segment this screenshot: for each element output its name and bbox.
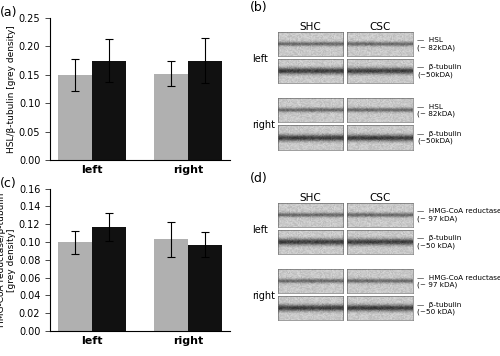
Text: —  HMG-CoA reductase
(~ 97 kDA): — HMG-CoA reductase (~ 97 kDA) (417, 274, 500, 288)
Text: SHC: SHC (300, 22, 321, 32)
Text: left: left (252, 225, 268, 235)
Y-axis label: HSL/β-tubulin [grey density]: HSL/β-tubulin [grey density] (7, 25, 16, 153)
Text: —  β-tubulin
(~50kDA): — β-tubulin (~50kDA) (417, 64, 462, 78)
Bar (58, 242, 92, 331)
Bar (92, 61, 126, 160)
Text: right: right (252, 120, 275, 130)
Text: SHC: SHC (300, 193, 321, 203)
Text: —  HSL
(~ 82kDA): — HSL (~ 82kDA) (417, 37, 455, 51)
Bar (58, 75, 92, 160)
Bar (188, 245, 222, 331)
Text: right: right (252, 291, 275, 301)
Y-axis label: HMG-CoA reductase/β-tubulin
[grey density]: HMG-CoA reductase/β-tubulin [grey densit… (0, 193, 16, 327)
Text: (c): (c) (0, 177, 16, 190)
Text: CSC: CSC (370, 22, 391, 32)
Bar (154, 239, 188, 331)
Text: —  β-tubulin
(~50 kDA): — β-tubulin (~50 kDA) (417, 302, 462, 315)
Bar (188, 61, 222, 160)
Bar (92, 227, 126, 331)
Text: CSC: CSC (370, 193, 391, 203)
Text: (d): (d) (250, 172, 268, 185)
Text: —  β-tubulin
(~50kDA): — β-tubulin (~50kDA) (417, 131, 462, 144)
Text: (a): (a) (0, 6, 17, 20)
Text: —  HMG-CoA reductase
(~ 97 kDA): — HMG-CoA reductase (~ 97 kDA) (417, 208, 500, 222)
Text: left: left (252, 54, 268, 64)
Bar (154, 74, 188, 160)
Text: —  β-tubulin
(~50 kDA): — β-tubulin (~50 kDA) (417, 235, 462, 249)
Text: (b): (b) (250, 1, 268, 14)
Text: —  HSL
(~ 82kDA): — HSL (~ 82kDA) (417, 104, 455, 117)
